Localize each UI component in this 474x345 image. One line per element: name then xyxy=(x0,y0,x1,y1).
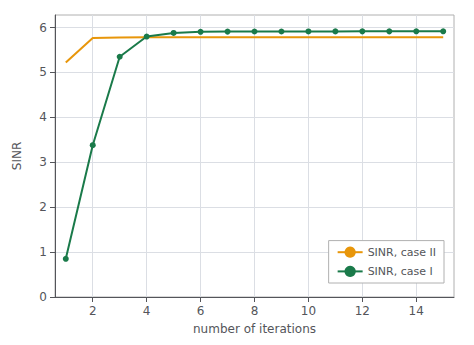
svg-text:12: 12 xyxy=(355,304,370,318)
svg-text:2: 2 xyxy=(89,304,97,318)
svg-text:0: 0 xyxy=(39,290,47,304)
svg-text:4: 4 xyxy=(39,110,47,124)
svg-text:4: 4 xyxy=(143,304,151,318)
svg-text:SINR: SINR xyxy=(10,142,24,170)
svg-text:5: 5 xyxy=(39,65,47,79)
svg-text:1: 1 xyxy=(39,245,47,259)
svg-text:10: 10 xyxy=(301,304,316,318)
svg-text:2: 2 xyxy=(39,200,47,214)
svg-text:number of iterations: number of iterations xyxy=(193,322,316,336)
svg-text:8: 8 xyxy=(251,304,259,318)
svg-text:14: 14 xyxy=(409,304,424,318)
svg-text:3: 3 xyxy=(39,155,47,169)
svg-text:6: 6 xyxy=(39,21,47,35)
svg-text:SINR, case I: SINR, case I xyxy=(368,265,433,278)
svg-text:SINR, case II: SINR, case II xyxy=(368,246,436,259)
svg-text:6: 6 xyxy=(197,304,205,318)
